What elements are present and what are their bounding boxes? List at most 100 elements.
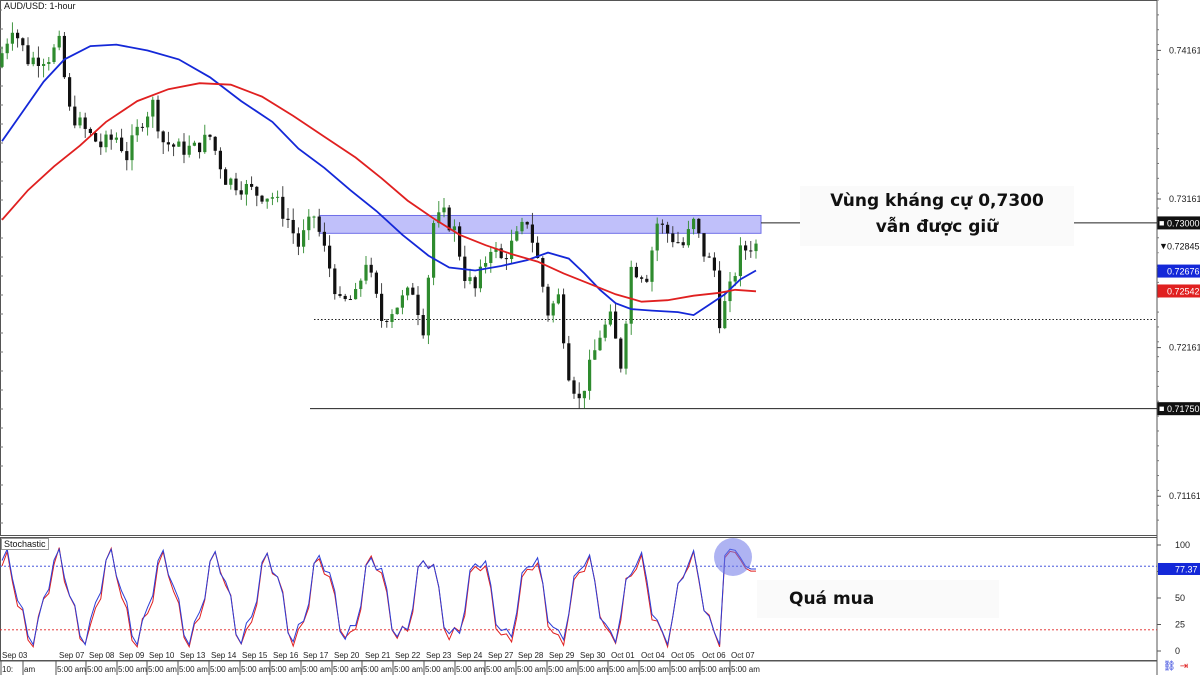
x-date-label: Sep 03 xyxy=(2,651,28,660)
candle-body xyxy=(255,186,259,196)
candle xyxy=(156,95,160,139)
candle xyxy=(250,176,254,191)
candle xyxy=(525,221,529,229)
candle-body xyxy=(744,245,748,251)
candle xyxy=(530,212,534,253)
price-tag: ■ 0.71750 xyxy=(1157,402,1200,416)
candle-body xyxy=(192,142,196,146)
candle-body xyxy=(21,38,25,46)
candle-body xyxy=(546,286,550,316)
candle xyxy=(510,229,514,265)
candle xyxy=(536,236,540,259)
x-date-label: Oct 07 xyxy=(731,651,755,660)
candle-body xyxy=(177,141,181,147)
stoch-y-tick-label: 25 xyxy=(1175,620,1185,630)
candle-body xyxy=(26,45,30,65)
candle xyxy=(562,288,566,349)
candle xyxy=(364,256,368,285)
candle-body xyxy=(234,178,238,191)
candle xyxy=(515,226,519,242)
candle-body xyxy=(707,256,711,258)
price-tag-bg xyxy=(1157,216,1200,230)
candle xyxy=(728,271,732,313)
candle-body xyxy=(260,195,264,202)
x-date-label: Sep 07 xyxy=(59,651,85,660)
candles xyxy=(0,22,758,409)
candle-body xyxy=(322,231,326,246)
candle-body xyxy=(603,324,607,338)
candle xyxy=(629,260,633,335)
candle-body xyxy=(161,131,165,143)
x-time-label: 5:00 am xyxy=(640,665,669,674)
candle xyxy=(593,339,597,360)
candle-body xyxy=(109,134,113,140)
candle xyxy=(692,217,696,235)
candle-body xyxy=(437,212,441,224)
candle-body xyxy=(593,350,597,360)
candle xyxy=(681,237,685,248)
x-time-label: 5:00 am xyxy=(548,665,577,674)
overbought-highlight xyxy=(714,538,752,576)
x-date-label: Sep 15 xyxy=(242,651,268,660)
candle xyxy=(239,181,243,200)
stoch-value-tag xyxy=(1158,562,1200,575)
price-tag-marker: ▼ xyxy=(1159,241,1168,251)
candle-body xyxy=(57,35,61,48)
candle xyxy=(135,119,139,142)
candle-body xyxy=(530,224,534,243)
candle-body xyxy=(494,248,498,252)
x-time-label: 10: xyxy=(2,665,13,674)
stoch-d-line xyxy=(1,546,756,649)
candle xyxy=(546,283,550,322)
overbought-annotation: Quá mua xyxy=(757,580,999,618)
price-tag: 0.72676 xyxy=(1157,264,1200,278)
candle xyxy=(478,259,482,293)
x-time-label: 5:00 am xyxy=(517,665,546,674)
candle-body xyxy=(666,224,670,234)
candle-body xyxy=(250,183,254,187)
candle-body xyxy=(406,287,410,296)
candle xyxy=(10,22,14,51)
candle xyxy=(723,291,727,330)
candle xyxy=(208,134,212,141)
candle xyxy=(26,37,30,67)
candle xyxy=(99,133,103,155)
candle-body xyxy=(359,280,363,290)
candle-body xyxy=(83,117,87,129)
candle xyxy=(130,124,134,171)
stoch-y-tick-label: 100 xyxy=(1175,540,1190,550)
candle-body xyxy=(338,294,342,296)
candle-body xyxy=(718,270,722,329)
candle xyxy=(442,197,446,218)
candle xyxy=(671,226,675,248)
candle-body xyxy=(213,136,217,151)
candle-body xyxy=(754,243,758,252)
candle-body xyxy=(432,223,436,278)
candle-body xyxy=(619,338,623,369)
candle xyxy=(182,133,186,164)
candle xyxy=(114,132,118,143)
candle-body xyxy=(333,268,337,295)
candle xyxy=(255,185,259,207)
candle xyxy=(151,96,155,128)
stoch-value-label: 77.37 xyxy=(1175,564,1198,574)
candle xyxy=(16,29,20,48)
candle-body xyxy=(541,258,545,287)
candle xyxy=(567,335,571,382)
link-icon[interactable]: ⛓ xyxy=(1163,661,1176,672)
candle-body xyxy=(380,293,384,321)
x-date-label: Sep 08 xyxy=(89,651,115,660)
stoch-k-line xyxy=(1,547,756,647)
candle-body xyxy=(458,226,462,257)
candle xyxy=(47,57,51,71)
candle-body xyxy=(499,248,503,259)
candle xyxy=(697,218,701,238)
x-date-label: Sep 13 xyxy=(180,651,206,660)
go-to-end-icon[interactable]: ⇥ xyxy=(1179,661,1189,672)
candle xyxy=(322,222,326,252)
x-date-label: Sep 22 xyxy=(395,651,421,660)
candle xyxy=(270,192,274,206)
candle xyxy=(619,337,623,373)
x-date-label: Oct 05 xyxy=(671,651,695,660)
